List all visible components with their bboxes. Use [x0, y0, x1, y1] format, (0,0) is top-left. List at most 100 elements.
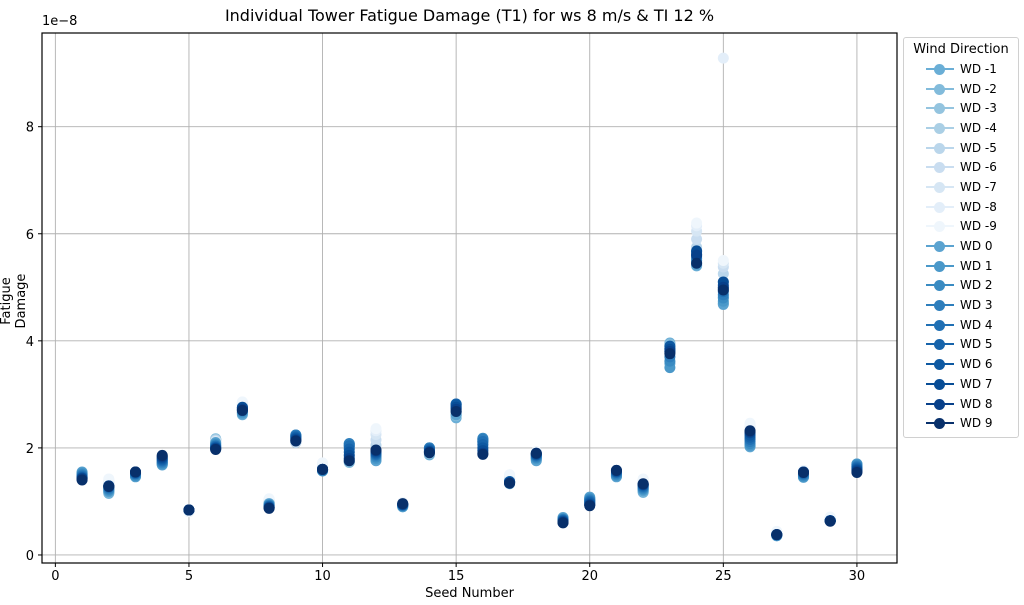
legend-marker-icon — [904, 121, 960, 135]
series-wd3 — [76, 252, 863, 541]
series-wdneg8 — [76, 52, 863, 538]
legend-items: WD -1 WD -2 WD -3 WD -4 WD -5 WD -6 WD -7 WD -8… — [904, 59, 1018, 433]
y-axis-offset-text: 1e−8 — [42, 14, 78, 29]
legend-label: WD -8 — [960, 199, 997, 214]
legend-entry: WD -9 — [904, 217, 1018, 237]
legend-entry: WD 8 — [904, 394, 1018, 414]
data-point — [183, 504, 195, 516]
legend-marker-icon — [904, 82, 960, 96]
legend-label: WD -7 — [960, 179, 997, 194]
legend-marker-icon — [904, 357, 960, 371]
legend-label: WD 5 — [960, 337, 993, 352]
legend-entry: WD -4 — [904, 118, 1018, 138]
y-tick-label: 8 — [26, 121, 34, 136]
data-point — [263, 502, 275, 514]
legend-entry: WD 1 — [904, 256, 1018, 276]
data-point — [771, 529, 783, 541]
data-point — [210, 444, 222, 456]
legend-label: WD 9 — [960, 416, 993, 431]
legend-label: WD 6 — [960, 357, 993, 372]
legend-label: WD 8 — [960, 396, 993, 411]
series-wd0 — [76, 259, 863, 542]
data-point — [797, 467, 809, 479]
legend-label: WD -3 — [960, 101, 997, 116]
legend-entry: WD 0 — [904, 236, 1018, 256]
series-wd2 — [76, 255, 863, 541]
legend-marker-icon — [904, 219, 960, 233]
legend-entry: WD -2 — [904, 79, 1018, 99]
series-wd9 — [76, 257, 863, 541]
data-point — [717, 52, 729, 64]
data-point — [423, 447, 435, 459]
legend-label: WD 4 — [960, 317, 993, 332]
legend-marker-icon — [904, 141, 960, 155]
legend-entry: WD 3 — [904, 295, 1018, 315]
legend-label: WD 0 — [960, 239, 993, 254]
legend-label: WD -5 — [960, 140, 997, 155]
series-wd7 — [76, 245, 863, 541]
chart-title: Individual Tower Fatigue Damage (T1) for… — [224, 6, 715, 25]
legend-marker-icon — [904, 278, 960, 292]
series-wdneg3 — [76, 255, 863, 541]
legend-label: WD -4 — [960, 120, 997, 135]
data-point — [637, 478, 649, 490]
legend-marker-icon — [904, 239, 960, 253]
data-point — [691, 249, 703, 261]
legend-marker-icon — [904, 337, 960, 351]
axes-frame — [41, 32, 898, 564]
data-point — [397, 498, 409, 510]
data-point — [530, 447, 542, 459]
legend-entry: WD -8 — [904, 197, 1018, 217]
legend-marker-icon — [904, 318, 960, 332]
legend-entry: WD 6 — [904, 354, 1018, 374]
y-tick-label: 0 — [26, 549, 34, 564]
legend-entry: WD 7 — [904, 374, 1018, 394]
legend-label: WD 7 — [960, 376, 993, 391]
data-points — [76, 52, 863, 542]
legend-label: WD -2 — [960, 81, 997, 96]
legend-entry: WD 9 — [904, 413, 1018, 433]
series-wdneg5 — [76, 241, 863, 540]
x-tick-label: 30 — [849, 569, 866, 584]
data-point — [130, 466, 142, 478]
series-wd1 — [76, 257, 863, 541]
legend-marker-icon — [904, 298, 960, 312]
series-wd5 — [76, 248, 863, 541]
series-wdneg2 — [76, 258, 863, 541]
legend-entry: WD 4 — [904, 315, 1018, 335]
series-wdneg9 — [76, 217, 863, 537]
series-wdneg1 — [76, 260, 863, 542]
legend-entry: WD -1 — [904, 59, 1018, 79]
legend-marker-icon — [904, 377, 960, 391]
legend-marker-icon — [904, 180, 960, 194]
legend-entry: WD -5 — [904, 138, 1018, 158]
data-point — [691, 217, 703, 229]
data-point — [744, 425, 756, 437]
data-point — [156, 449, 168, 461]
data-point — [290, 435, 302, 447]
series-wdneg6 — [76, 233, 863, 539]
legend-marker-icon — [904, 160, 960, 174]
data-point — [76, 474, 88, 486]
legend-label: WD 3 — [960, 298, 993, 313]
x-tick-label: 15 — [448, 569, 465, 584]
data-point — [317, 463, 329, 475]
data-point — [236, 404, 248, 416]
x-axis-label: Seed Number — [425, 586, 514, 601]
x-tick-label: 0 — [51, 569, 59, 584]
legend-label: WD 2 — [960, 278, 993, 293]
series-wdneg4 — [76, 248, 863, 540]
legend-marker-icon — [904, 200, 960, 214]
legend-label: WD 1 — [960, 258, 993, 273]
legend-entry: WD 2 — [904, 276, 1018, 296]
data-point — [450, 405, 462, 417]
legend-marker-icon — [904, 397, 960, 411]
series-wd6 — [76, 246, 863, 541]
data-point — [103, 480, 115, 492]
data-point — [664, 348, 676, 360]
x-tick-label: 25 — [715, 569, 732, 584]
data-point — [610, 464, 622, 476]
legend-marker-icon — [904, 62, 960, 76]
y-tick-label: 6 — [26, 228, 34, 243]
